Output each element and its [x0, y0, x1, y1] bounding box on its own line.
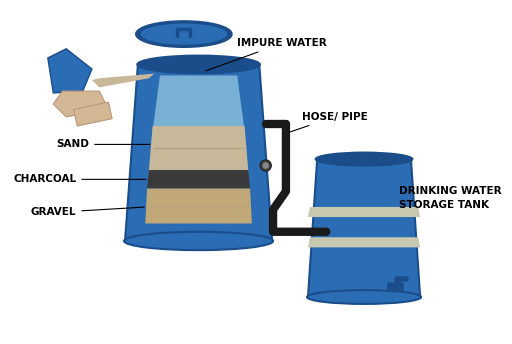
Ellipse shape — [263, 162, 269, 169]
Polygon shape — [149, 126, 248, 170]
Polygon shape — [125, 64, 272, 241]
Text: DRINKING WATER
STORAGE TANK: DRINKING WATER STORAGE TANK — [399, 186, 502, 210]
FancyBboxPatch shape — [387, 282, 403, 291]
Polygon shape — [147, 170, 250, 189]
Text: GRAVEL: GRAVEL — [31, 207, 144, 217]
Ellipse shape — [141, 23, 227, 45]
Ellipse shape — [124, 232, 273, 250]
Polygon shape — [145, 189, 252, 224]
Polygon shape — [153, 75, 245, 131]
Text: HOSE/ PIPE: HOSE/ PIPE — [289, 112, 367, 132]
Ellipse shape — [136, 21, 232, 47]
Ellipse shape — [260, 160, 271, 171]
Polygon shape — [308, 237, 420, 247]
Text: CHARCOAL: CHARCOAL — [13, 174, 146, 184]
Polygon shape — [308, 159, 420, 297]
Polygon shape — [48, 49, 92, 93]
Polygon shape — [74, 102, 112, 126]
Polygon shape — [53, 91, 109, 117]
Polygon shape — [92, 74, 155, 87]
Text: SAND: SAND — [56, 139, 150, 149]
Ellipse shape — [137, 55, 260, 74]
Ellipse shape — [307, 290, 421, 304]
Polygon shape — [308, 207, 420, 217]
Text: IMPURE WATER: IMPURE WATER — [206, 38, 327, 71]
Ellipse shape — [315, 152, 413, 166]
